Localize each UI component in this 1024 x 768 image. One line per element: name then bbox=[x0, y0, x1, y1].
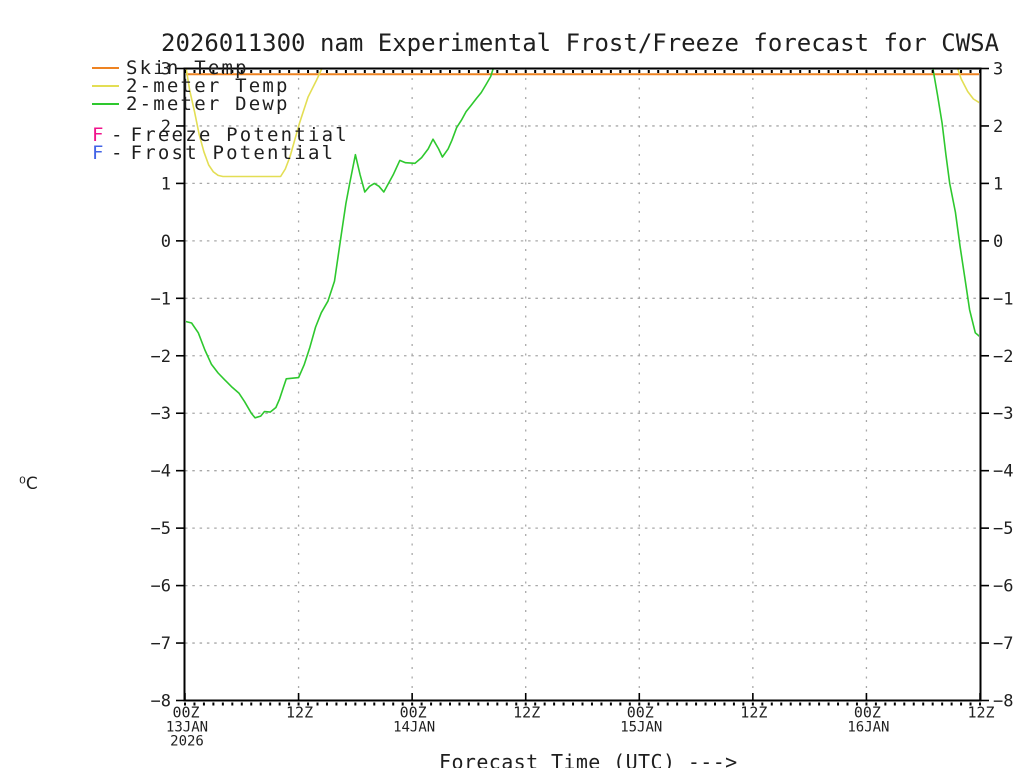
y-tick-label-left: 1 bbox=[161, 174, 171, 194]
x-tick-date: 16JAN bbox=[847, 720, 889, 736]
legend-label: 2-meter Temp bbox=[126, 74, 290, 97]
x-tick-time: 12Z bbox=[513, 704, 540, 722]
x-tick-date: 13JAN bbox=[166, 720, 208, 736]
legend-item-frost-potential: F - Frost Potential bbox=[92, 142, 336, 164]
series-2-meter-dewp bbox=[932, 69, 979, 337]
legend-item-2m-temp: 2-meter Temp bbox=[92, 74, 290, 97]
frost-flag-letter: F bbox=[92, 142, 106, 164]
y-tick-label-right: 2 bbox=[993, 117, 1003, 137]
y-tick-label-right: −2 bbox=[993, 347, 1013, 367]
x-tick-year: 2026 bbox=[170, 734, 204, 750]
x-tick-time: 12Z bbox=[286, 704, 313, 722]
y-tick-label-left: −5 bbox=[151, 519, 171, 539]
legend-item-freeze-potential: F - Freeze Potential bbox=[92, 124, 349, 146]
y-tick-label-right: −6 bbox=[993, 577, 1013, 597]
x-tick-time: 00Z bbox=[627, 704, 654, 722]
y-tick-label-left: −4 bbox=[151, 462, 171, 482]
y-tick-label-right: 3 bbox=[993, 60, 1003, 80]
plot-border bbox=[183, 67, 982, 702]
chart-title: 2026011300 nam Experimental Frost/Freeze… bbox=[161, 29, 1000, 57]
freeze-flag-letter: F bbox=[92, 124, 106, 146]
y-tick-label-left: −3 bbox=[151, 404, 171, 424]
tick-labels: −8 −8 −7 −7 −6 −6 −5 −5 −4 −4 −3 −3 −2 −2 −1 −1 0 0 1 1 2 2 3 3… bbox=[151, 60, 1014, 750]
legend-label: Freeze Potential bbox=[130, 124, 349, 146]
x-tick-time: 00Z bbox=[854, 704, 881, 722]
series-2-meter-temp bbox=[957, 69, 979, 104]
y-tick-label-left: −1 bbox=[151, 289, 171, 309]
legend-label: 2-meter Dewp bbox=[126, 92, 290, 115]
legend-label: Frost Potential bbox=[130, 142, 336, 164]
x-tick-date: 15JAN bbox=[620, 720, 662, 736]
axes-frame bbox=[176, 67, 989, 706]
y-tick-label-left: 3 bbox=[161, 60, 171, 80]
y-tick-label-left: −7 bbox=[151, 634, 171, 654]
skin-temp-line-swatch bbox=[92, 66, 119, 69]
x-axis-title: Forecast Time (UTC) ---> bbox=[439, 750, 738, 768]
y-tick-label-right: 1 bbox=[993, 174, 1003, 194]
dash-separator: - bbox=[111, 124, 125, 146]
series-2-meter-dewp bbox=[186, 69, 494, 419]
y-tick-label-right: −5 bbox=[993, 519, 1013, 539]
2m-temp-line-swatch bbox=[92, 84, 119, 87]
x-tick-time: 00Z bbox=[172, 704, 199, 722]
y-tick-label-right: −3 bbox=[993, 404, 1013, 424]
y-tick-label-right: −8 bbox=[993, 692, 1013, 712]
y-tick-label-right: −7 bbox=[993, 634, 1013, 654]
x-tick-time: 12Z bbox=[740, 704, 767, 722]
2m-dewp-line-swatch bbox=[92, 102, 119, 105]
y-tick-label-right: 0 bbox=[993, 232, 1003, 252]
y-tick-label-right: −1 bbox=[993, 289, 1013, 309]
x-tick-time: 00Z bbox=[400, 704, 427, 722]
y-tick-label-left: 0 bbox=[161, 232, 171, 252]
dash-separator: - bbox=[111, 142, 125, 164]
y-axis-unit-label: ⁰C bbox=[19, 474, 38, 494]
y-tick-label-left: −6 bbox=[151, 577, 171, 597]
y-tick-label-left: −8 bbox=[151, 692, 171, 712]
legend-item-2m-dewp: 2-meter Dewp bbox=[92, 92, 290, 115]
data-series bbox=[186, 69, 979, 419]
y-tick-label-left: −2 bbox=[151, 347, 171, 367]
series-2-meter-temp bbox=[186, 69, 323, 178]
legend-label: Skin Temp bbox=[126, 56, 249, 79]
y-tick-label-left: 2 bbox=[161, 117, 171, 137]
gridlines bbox=[185, 68, 980, 701]
x-tick-date: 14JAN bbox=[393, 720, 435, 736]
legend-item-skin-temp: Skin Temp bbox=[92, 56, 249, 79]
x-tick-time: 12Z bbox=[967, 704, 994, 722]
y-tick-label-right: −4 bbox=[993, 462, 1013, 482]
